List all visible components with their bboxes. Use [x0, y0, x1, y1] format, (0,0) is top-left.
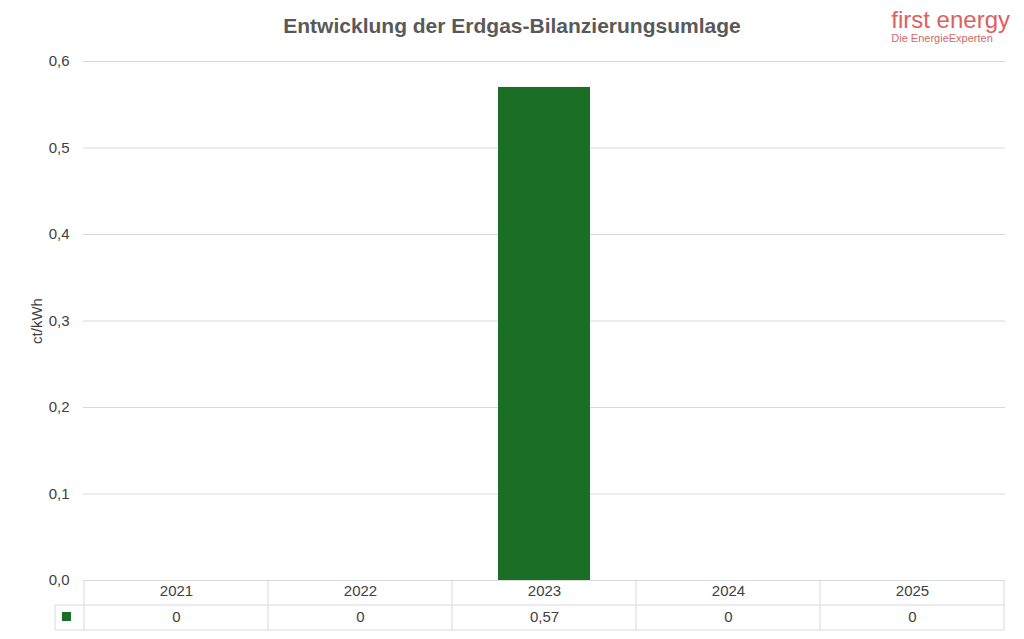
svg-text:0,1: 0,1	[49, 485, 70, 502]
svg-text:0: 0	[908, 608, 916, 625]
svg-text:0,0: 0,0	[49, 571, 70, 588]
svg-text:2024: 2024	[712, 582, 745, 599]
svg-text:2021: 2021	[160, 582, 193, 599]
svg-text:0,57: 0,57	[530, 608, 559, 625]
svg-text:0: 0	[172, 608, 180, 625]
svg-text:2022: 2022	[344, 582, 377, 599]
svg-text:0,3: 0,3	[49, 312, 70, 329]
svg-text:2023: 2023	[528, 582, 561, 599]
svg-text:ct/kWh: ct/kWh	[28, 298, 45, 344]
svg-text:0,6: 0,6	[49, 52, 70, 69]
svg-text:0,2: 0,2	[49, 398, 70, 415]
svg-text:0,5: 0,5	[49, 139, 70, 156]
html-text:first energy: first energy	[891, 6, 1010, 33]
svg-text:2025: 2025	[896, 582, 929, 599]
svg-text:0: 0	[356, 608, 364, 625]
html-text:Die EnergieExperten: Die EnergieExperten	[891, 32, 993, 44]
svg-text:0: 0	[724, 608, 732, 625]
html-text:Entwicklung der Erdgas-Bilanzi: Entwicklung der Erdgas-Bilanzierungsumla…	[283, 14, 741, 37]
svg-text:0,4: 0,4	[49, 225, 70, 242]
